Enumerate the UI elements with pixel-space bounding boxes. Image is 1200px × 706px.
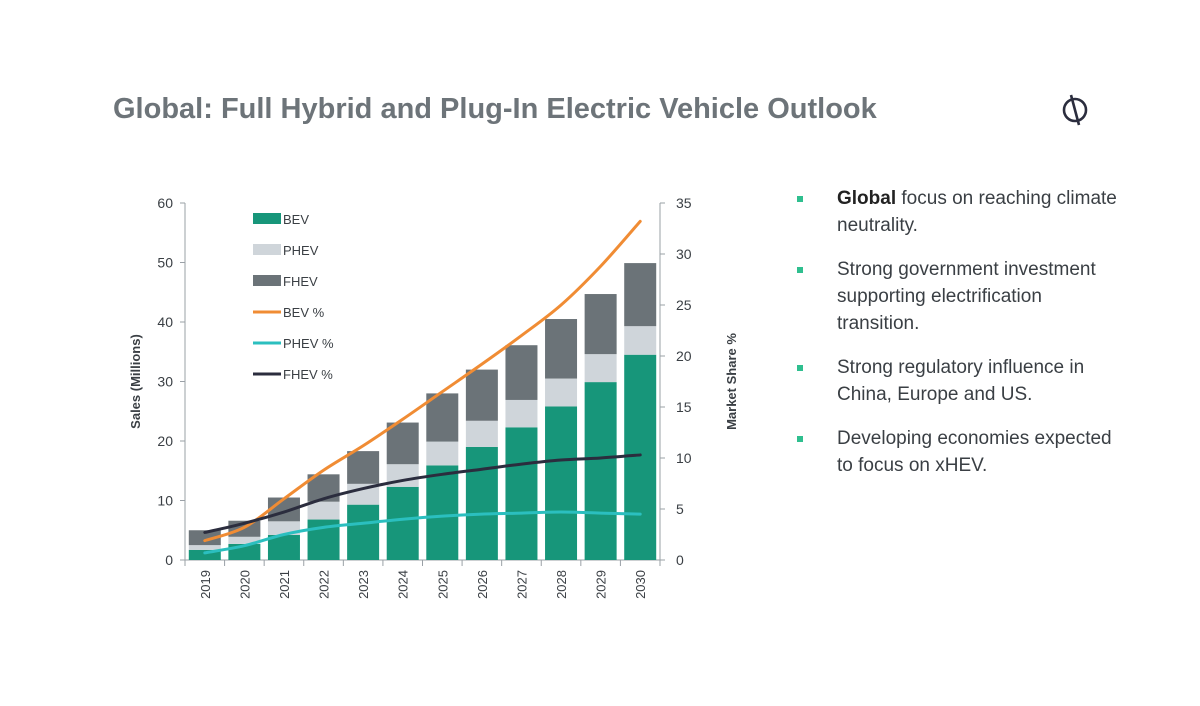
legend-label: FHEV % [283,367,333,382]
bar-bev-2028 [545,406,578,560]
bar-bev-2026 [465,446,498,560]
bullet-item: Global focus on reaching climate neutral… [795,185,1125,239]
bar-phev-2027 [505,399,538,428]
y-tick-label: 40 [157,314,173,330]
bar-phev-2030 [624,326,657,355]
bar-bev-2021 [267,535,300,560]
x-tick-label: 2021 [277,570,292,599]
bar-fhev-2025 [426,393,459,442]
y2-tick-label: 20 [676,348,692,364]
bar-phev-2019 [188,545,221,550]
bullet-text: Developing economies expected to focus o… [837,428,1112,476]
bullet-list: Global focus on reaching climate neutral… [795,185,1125,496]
x-tick-label: 2024 [396,570,411,599]
y-tick-label: 10 [157,493,173,509]
chart-lines [203,219,642,555]
bar-bev-2023 [347,504,380,560]
x-tick-label: 2027 [514,570,529,599]
line-fhev-pct [203,453,642,534]
y2-tick-label: 35 [676,195,692,211]
bullet-marker-icon [797,436,803,442]
bar-fhev-2024 [386,422,419,465]
bar-fhev-2029 [584,294,617,355]
y2-tick-label: 30 [676,246,692,262]
x-tick-label: 2030 [633,570,648,599]
y2-tick-label: 0 [676,552,684,568]
legend-swatch-fhev [253,275,281,286]
bullet-marker-icon [797,267,803,273]
legend-label: BEV % [283,305,325,320]
slide-title: Global: Full Hybrid and Plug-In Electric… [113,93,877,125]
bar-fhev-2026 [465,369,498,421]
bar-fhev-2023 [347,451,380,484]
x-tick-label: 2020 [237,570,252,599]
x-tick-label: 2029 [594,570,609,599]
x-tick-label: 2025 [435,570,450,599]
y-tick-label: 30 [157,374,173,390]
bar-bev-2025 [426,465,459,560]
x-tick-label: 2028 [554,570,569,599]
legend-label: BEV [283,212,309,227]
bullet-marker-icon [797,196,803,202]
bar-fhev-2028 [545,319,578,379]
line-bev-pct [203,219,642,543]
y2-tick-label: 10 [676,450,692,466]
legend-swatch-phev [253,244,281,255]
y-tick-label: 20 [157,433,173,449]
legend-label: PHEV [283,243,319,258]
y2-axis-title: Market Share % [724,333,739,430]
circle-slash-logo-icon [1062,94,1088,126]
y-axis-title: Sales (Millions) [128,334,143,429]
chart-bars [188,263,657,560]
chart-legend: BEV PHEV FHEV BEV % PHEV % FHEV % [253,212,334,382]
legend-label: FHEV [283,274,318,289]
bullet-text: Strong government investment supporting … [837,259,1096,334]
bar-phev-2026 [465,420,498,447]
bar-fhev-2019 [188,530,221,546]
bar-phev-2028 [545,378,578,407]
bar-fhev-2027 [505,345,538,400]
bullet-text: focus on reaching climate neutrality. [837,188,1117,236]
x-tick-label: 2019 [198,570,213,599]
y-tick-label: 50 [157,255,173,271]
legend-swatch-bev [253,213,281,224]
y2-tick-label: 5 [676,501,684,517]
bar-phev-2022 [307,501,340,520]
x-tick-label: 2022 [317,570,332,599]
bar-bev-2029 [584,382,617,560]
bar-phev-2025 [426,441,459,466]
bullet-text: Strong regulatory influence in China, Eu… [837,357,1085,405]
y-tick-label: 60 [157,195,173,211]
bullet-item: Strong regulatory influence in China, Eu… [795,354,1125,408]
bullet-marker-icon [797,365,803,371]
bullet-item: Strong government investment supporting … [795,256,1125,337]
bar-phev-2029 [584,354,617,383]
legend-label: PHEV % [283,336,334,351]
bullet-item: Developing economies expected to focus o… [795,425,1125,479]
y2-tick-label: 15 [676,399,692,415]
bar-bev-2030 [624,354,657,560]
x-tick-label: 2026 [475,570,490,599]
bar-phev-2020 [228,536,261,544]
y2-tick-label: 25 [676,297,692,313]
bar-bev-2019 [188,549,221,560]
bar-bev-2027 [505,427,538,560]
bar-bev-2024 [386,486,419,560]
bar-fhev-2030 [624,263,657,327]
line-phev-pct [203,510,642,555]
x-tick-label: 2023 [356,570,371,599]
bullet-bold: Global [837,188,897,209]
y-tick-label: 0 [165,552,173,568]
